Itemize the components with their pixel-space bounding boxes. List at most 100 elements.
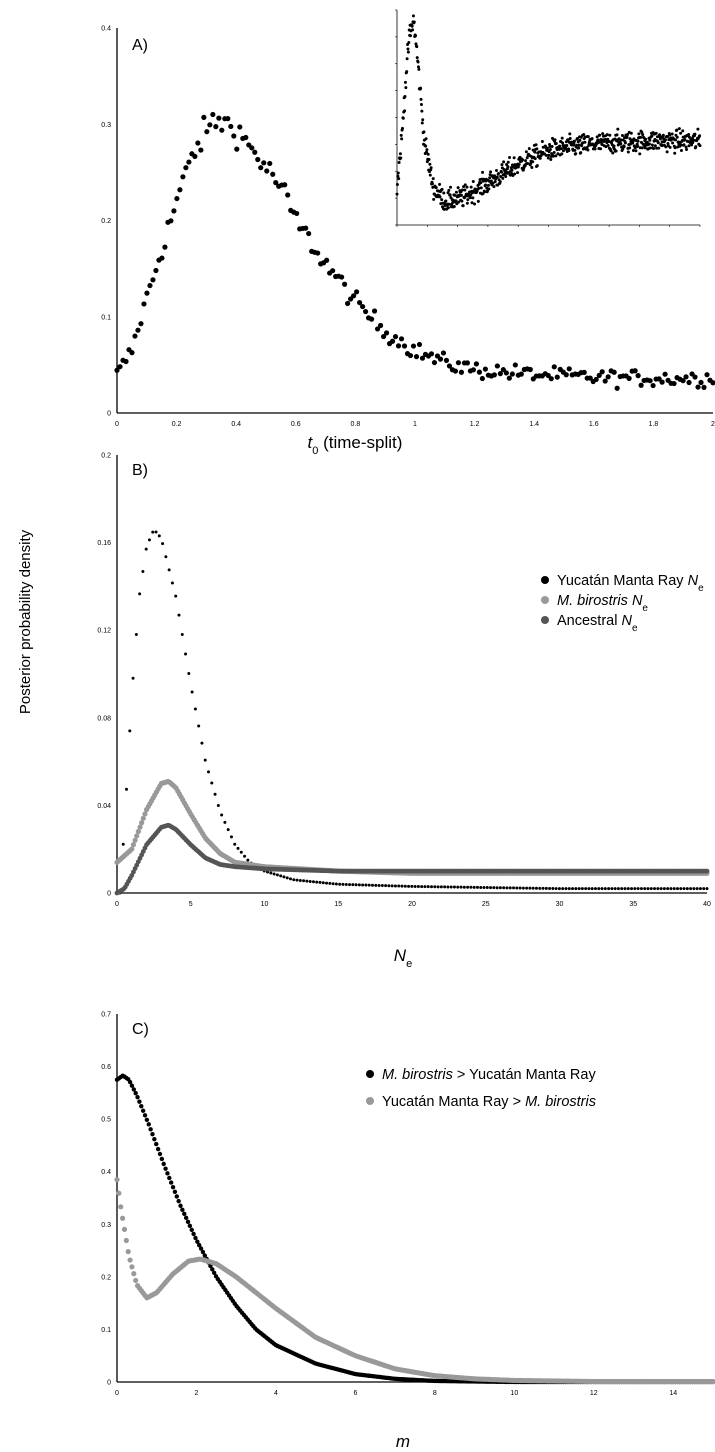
subscript: e [632, 623, 638, 634]
x-tick-label: 30 [556, 901, 564, 908]
data-point [353, 289, 360, 295]
inset-data-point [422, 130, 426, 134]
inset-data-point [643, 146, 647, 150]
series-2 [114, 1177, 715, 1385]
data-point [527, 366, 533, 373]
y-tick-label: 0.08 [97, 715, 111, 722]
data-point [189, 1227, 194, 1233]
panel-label: C) [132, 1021, 149, 1038]
x-tick-label: 1.6 [589, 421, 599, 428]
data-point [395, 343, 402, 349]
data-point [135, 327, 141, 333]
data-point [137, 1099, 142, 1104]
inset-data-point [417, 67, 421, 71]
data-point [437, 356, 444, 362]
inset-data-point [546, 156, 550, 160]
inset-data-point [529, 162, 533, 166]
data-point [685, 887, 689, 891]
x-tick-label: 2 [195, 1390, 199, 1397]
data-point [197, 1242, 202, 1248]
x-tick-label: 35 [629, 901, 637, 908]
data-point [144, 290, 150, 296]
x-axis-title: Ne [394, 946, 412, 970]
data-point [206, 770, 210, 774]
data-point [233, 842, 237, 846]
inset-data-point [516, 165, 520, 169]
y-tick-label: 0.2 [101, 218, 111, 225]
x-axis-title: t0 (time-split) [308, 433, 403, 457]
inset-data-point [477, 186, 481, 190]
data-point [210, 1267, 215, 1272]
inset-data-point [525, 156, 529, 160]
data-point [140, 1108, 146, 1113]
data-point [695, 887, 699, 891]
data-point [207, 122, 213, 128]
data-point [620, 887, 624, 891]
data-point [600, 887, 604, 891]
x-tick-label: 12 [590, 1390, 598, 1397]
inset-data-point [479, 186, 483, 190]
data-point [704, 868, 710, 874]
data-point [354, 883, 358, 887]
inset-data-point [668, 133, 672, 137]
data-point [236, 846, 240, 850]
inset-data-point [634, 149, 638, 153]
label-part: N [688, 573, 699, 589]
data-point [423, 885, 427, 889]
data-point [182, 1211, 187, 1217]
label-part: M. birostris [525, 1094, 596, 1110]
series-2 [114, 778, 710, 876]
inset-data-point [590, 137, 594, 141]
data-point [226, 828, 230, 832]
inset-data-point [399, 156, 403, 160]
inset-data-point [626, 150, 630, 154]
data-point [204, 129, 210, 135]
data-point [649, 887, 653, 891]
inset-data-point [400, 126, 404, 130]
data-point [686, 379, 692, 386]
inset-data-point [650, 143, 654, 147]
y-tick-label: 0.2 [101, 1274, 111, 1281]
inset-data-point [690, 143, 694, 147]
data-point [211, 1270, 217, 1276]
data-point [258, 165, 264, 171]
data-point [458, 369, 465, 375]
inset-data-point [440, 187, 444, 191]
data-point [246, 858, 250, 862]
data-point [137, 824, 143, 830]
x-axis-title-main: t [308, 433, 314, 452]
data-point [243, 134, 249, 141]
data-point [308, 879, 312, 883]
inset-data-point [538, 156, 542, 160]
inset-data-point [469, 185, 473, 189]
data-point [416, 341, 423, 348]
data-point [168, 1180, 174, 1185]
y-tick-label: 0.7 [101, 1012, 111, 1019]
data-point [321, 881, 325, 885]
inset-data-point [687, 144, 691, 148]
data-point [528, 886, 532, 890]
inset-data-point [568, 137, 572, 141]
data-point [161, 542, 165, 546]
data-point [459, 885, 463, 889]
data-point [675, 887, 679, 891]
inset-data-point [685, 147, 689, 151]
data-point [170, 581, 174, 585]
inset-data-point [531, 160, 535, 164]
inset-data-point [623, 141, 627, 145]
data-point [538, 886, 542, 890]
inset-data-point [466, 198, 470, 202]
inset-data-point [446, 191, 450, 195]
inset-data-point [424, 144, 428, 148]
x-tick-label: 15 [334, 901, 342, 908]
data-point [512, 362, 518, 368]
data-point [374, 326, 381, 332]
data-point [191, 1231, 196, 1237]
inset-data-point [506, 165, 510, 169]
x-tick-label: 1 [413, 421, 417, 428]
data-point [616, 887, 620, 891]
data-point [626, 375, 632, 382]
panel-label: A) [132, 37, 148, 54]
data-point [554, 887, 558, 891]
data-point [525, 886, 529, 890]
